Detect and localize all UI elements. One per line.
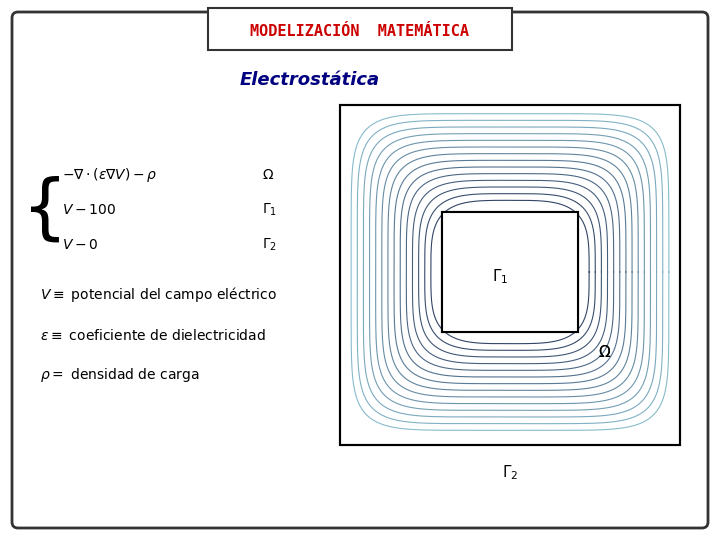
Text: Electrostática: Electrostática [240, 71, 380, 89]
Text: $\Omega$: $\Omega$ [262, 168, 274, 182]
Text: $\Gamma_1$: $\Gamma_1$ [262, 202, 277, 218]
Text: $\Omega$: $\Omega$ [598, 344, 611, 360]
Text: $\Gamma_1$: $\Gamma_1$ [492, 268, 508, 286]
Text: $\rho =$ densidad de carga: $\rho =$ densidad de carga [40, 366, 199, 384]
Text: $\varepsilon \equiv$ coeficiente de dielectricidad: $\varepsilon \equiv$ coeficiente de diel… [40, 327, 266, 342]
Text: $\{$: $\{$ [21, 175, 60, 245]
Text: $\Gamma_1$: $\Gamma_1$ [492, 268, 508, 286]
FancyBboxPatch shape [208, 8, 512, 50]
Bar [340, 105, 680, 445]
Text: $V \equiv$ potencial del campo eléctrico: $V \equiv$ potencial del campo eléctrico [40, 286, 277, 305]
Text: MODELIZACIÓN  MATEMÁTICA: MODELIZACIÓN MATEMÁTICA [251, 24, 469, 39]
Text: $-\nabla\cdot(\varepsilon\nabla V) - \rho$: $-\nabla\cdot(\varepsilon\nabla V) - \rh… [62, 166, 158, 184]
Text: $\Omega$: $\Omega$ [598, 344, 611, 360]
Text: $\Gamma_2$: $\Gamma_2$ [262, 237, 277, 253]
FancyBboxPatch shape [12, 12, 708, 528]
Text: $V - 0$: $V - 0$ [62, 238, 99, 252]
Text: $\Gamma_2$: $\Gamma_2$ [502, 464, 518, 482]
Text: $V - 100$: $V - 100$ [62, 203, 116, 217]
Bar [340, 105, 680, 445]
Bar [442, 212, 578, 332]
Bar [442, 212, 578, 332]
